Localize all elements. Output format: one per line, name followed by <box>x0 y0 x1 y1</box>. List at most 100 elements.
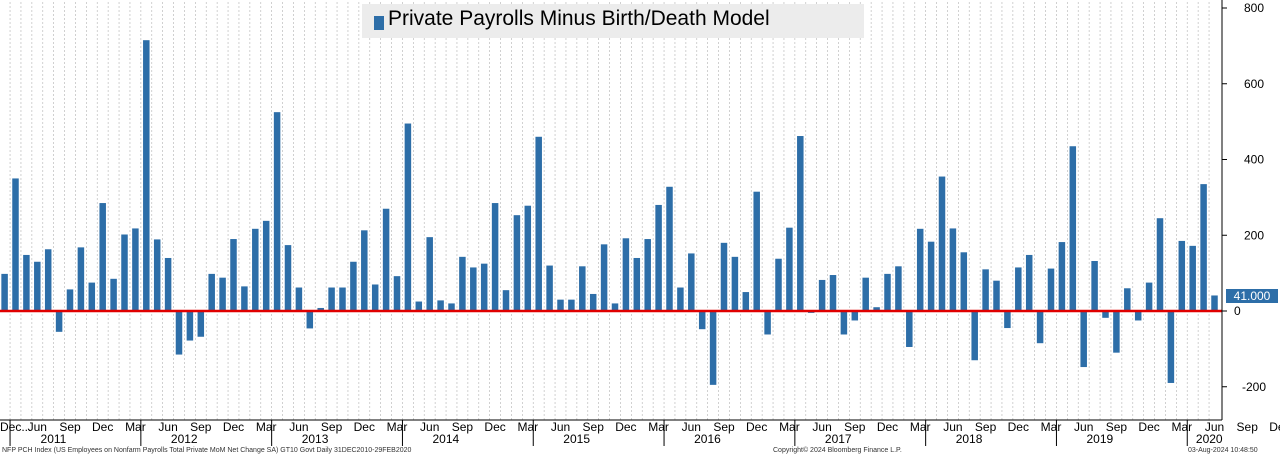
bar <box>753 191 760 311</box>
bar <box>426 237 433 311</box>
bar <box>1 273 8 311</box>
bar <box>524 205 532 311</box>
bar <box>55 311 63 332</box>
x-year-label: 2015 <box>563 432 590 446</box>
x-year-label: 2017 <box>825 432 852 446</box>
bar <box>960 252 968 311</box>
bar <box>764 311 771 335</box>
bar <box>851 311 859 321</box>
x-tick-label: Jun <box>943 420 962 434</box>
bar <box>1124 288 1131 311</box>
bar <box>535 136 542 311</box>
bar <box>241 286 248 311</box>
bar <box>273 112 281 311</box>
bar <box>164 257 172 311</box>
x-tick-label: Dec <box>615 420 636 434</box>
bar <box>666 186 673 311</box>
x-year-label: 2020 <box>1196 432 1223 446</box>
bar <box>361 230 368 311</box>
bar <box>34 261 41 311</box>
x-tick-label: Jun <box>551 420 570 434</box>
bar <box>579 266 586 311</box>
x-tick-label: Jun <box>420 420 439 434</box>
bar <box>906 311 913 347</box>
bar <box>786 227 793 311</box>
x-tick-label: Dec <box>1138 420 1159 434</box>
bar <box>568 299 575 311</box>
x-year-label: 2013 <box>302 432 329 446</box>
x-tick-label: Dec <box>223 420 244 434</box>
bar <box>884 273 891 311</box>
bar <box>23 254 30 311</box>
bar <box>230 239 237 311</box>
bar <box>44 249 52 311</box>
bar <box>437 300 444 311</box>
bar <box>557 299 564 311</box>
x-tick-label: Mar <box>517 420 538 434</box>
x-tick-label: Mar <box>779 420 800 434</box>
x-tick-label: Dec <box>877 420 898 434</box>
footer-copyright: Copyright© 2024 Bloomberg Finance L.P. <box>773 447 902 454</box>
bar <box>927 241 935 311</box>
x-tick-label: Mar <box>387 420 408 434</box>
x-tick-label: Sep <box>1237 420 1259 434</box>
chart-title: Private Payrolls Minus Birth/Death Model <box>388 7 770 30</box>
y-tick-label: 200 <box>1244 228 1264 242</box>
x-year-label: 2018 <box>956 432 983 446</box>
bar <box>546 265 553 311</box>
bar <box>1156 218 1164 311</box>
bar <box>1058 242 1066 311</box>
bar <box>993 280 1000 311</box>
bar <box>88 282 96 311</box>
bar <box>862 277 869 311</box>
bar <box>339 287 346 311</box>
x-tick-label: Sep <box>844 420 866 434</box>
x-tick-label: Dec <box>484 420 505 434</box>
bar <box>611 303 619 311</box>
bar <box>1189 245 1196 311</box>
bar <box>1004 311 1011 329</box>
bar <box>153 239 161 311</box>
footer-timestamp: 03-Aug-2024 10:48:50 <box>1188 447 1258 454</box>
bar <box>698 311 706 330</box>
bar <box>371 284 379 311</box>
bar <box>688 253 695 311</box>
x-axis: Dec...Jun Sep Dec Mar Jun Sep Dec Mar Jun Sep Dec M… <box>0 419 1280 446</box>
x-year-label: 2014 <box>432 432 459 446</box>
bar <box>186 311 194 341</box>
x-tick-label: Mar <box>125 420 146 434</box>
bar <box>404 123 412 311</box>
bar <box>99 203 106 311</box>
bar <box>677 287 684 311</box>
bar <box>742 292 750 311</box>
x-year-label: 2012 <box>171 432 198 446</box>
bar <box>709 311 717 385</box>
x-tick-label: Sep <box>321 420 343 434</box>
bar <box>1167 311 1175 383</box>
bar <box>622 238 630 311</box>
gridlines <box>9 2 1210 420</box>
y-tick-label: 600 <box>1244 77 1264 91</box>
x-tick-label: Sep <box>190 420 212 434</box>
x-tick-label: Jun <box>28 420 47 434</box>
bar <box>415 301 423 311</box>
bar <box>393 276 401 311</box>
x-tick-label: Mar <box>1041 420 1062 434</box>
bar <box>949 228 957 311</box>
bar <box>197 311 205 337</box>
bar <box>252 228 259 311</box>
x-tick-label: Jun <box>812 420 831 434</box>
bar <box>895 266 902 311</box>
x-tick-label: Jun <box>682 420 701 434</box>
x-tick-label: Dec <box>1269 420 1280 434</box>
x-year-label: 2011 <box>41 432 67 446</box>
bar <box>1036 311 1044 344</box>
y-axis: -200 200 400 600 800 0 <box>1221 0 1266 420</box>
bar <box>317 307 324 311</box>
last-value-badge: 41.000 <box>1226 289 1278 303</box>
bar <box>328 287 335 311</box>
bar <box>1047 268 1055 311</box>
y-tick-label: 0 <box>1234 304 1241 318</box>
x-tick-label: Dec <box>92 420 113 434</box>
